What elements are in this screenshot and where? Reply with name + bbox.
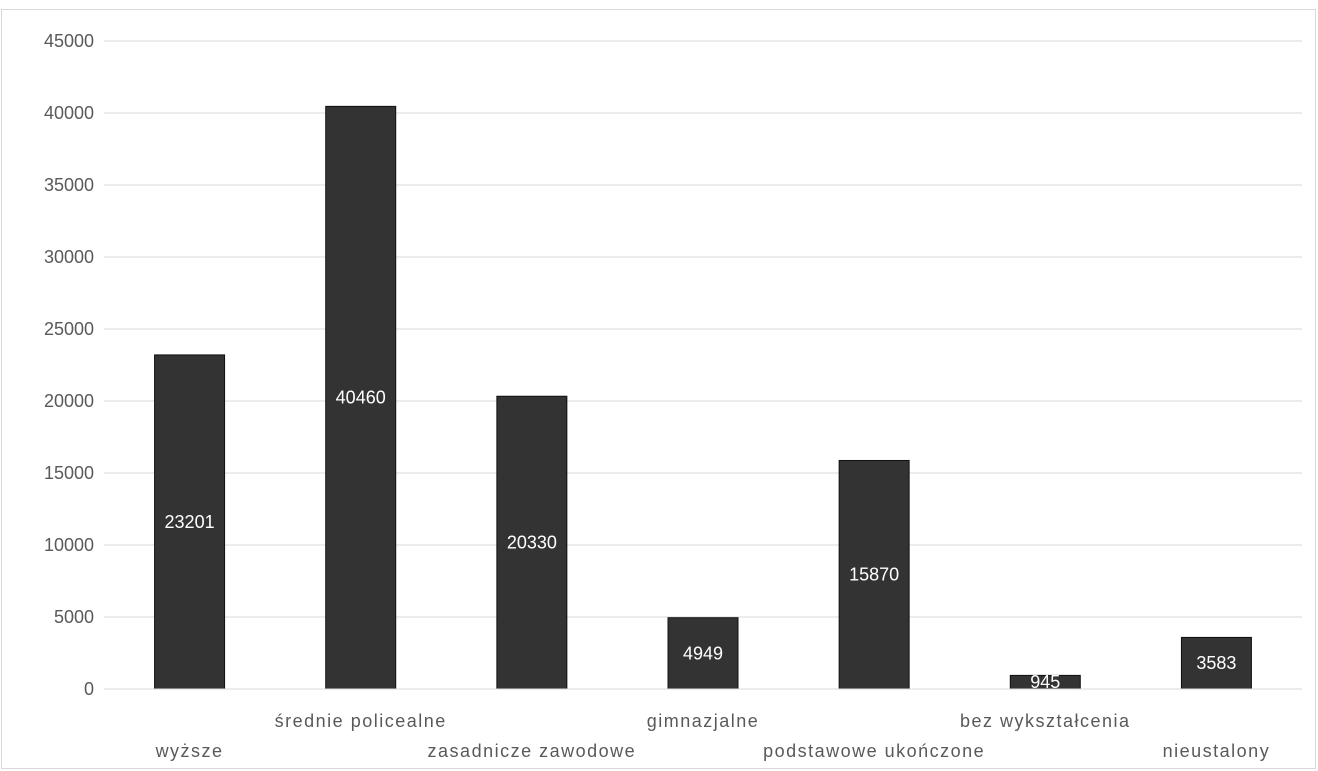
bar xyxy=(1180,636,1252,690)
x-category-label: średnie policealne xyxy=(275,711,447,731)
x-axis-category-labels: wyższe średnie policealne zasadnicze zawod… xyxy=(155,711,1271,761)
y-tick-label: 35000 xyxy=(44,175,94,195)
data-label: 20330 xyxy=(507,533,557,553)
y-tick-label: 10000 xyxy=(44,535,94,555)
y-tick-label: 0 xyxy=(84,679,94,699)
data-label: 40460 xyxy=(336,388,386,408)
y-tick-label: 15000 xyxy=(44,463,94,483)
data-labels: 23201 40460 20330 4949 15870 945 3583 xyxy=(165,388,1237,693)
x-category-label: podstawowe ukończone xyxy=(763,741,985,761)
y-tick-label: 20000 xyxy=(44,391,94,411)
x-category-label: nieustalony xyxy=(1163,741,1271,761)
bars xyxy=(154,105,1252,690)
y-tick-label: 40000 xyxy=(44,103,94,123)
data-label: 945 xyxy=(1030,672,1060,692)
data-label: 4949 xyxy=(683,643,723,663)
bar xyxy=(838,459,910,690)
x-category-label: bez wykształcenia xyxy=(960,711,1131,731)
y-tick-label: 45000 xyxy=(44,31,94,51)
y-tick-label: 25000 xyxy=(44,319,94,339)
x-category-label: gimnazjalne xyxy=(647,711,760,731)
data-label: 3583 xyxy=(1196,653,1236,673)
data-label: 23201 xyxy=(165,512,215,532)
x-category-label: wyższe xyxy=(155,741,224,761)
y-axis-tick-labels: 0 5000 10000 15000 20000 25000 30000 35000 40000… xyxy=(44,31,94,699)
data-label: 15870 xyxy=(849,565,899,585)
gridlines xyxy=(104,40,1302,618)
y-tick-label: 5000 xyxy=(54,607,94,627)
x-category-label: zasadnicze zawodowe xyxy=(428,741,637,761)
y-tick-label: 30000 xyxy=(44,247,94,267)
